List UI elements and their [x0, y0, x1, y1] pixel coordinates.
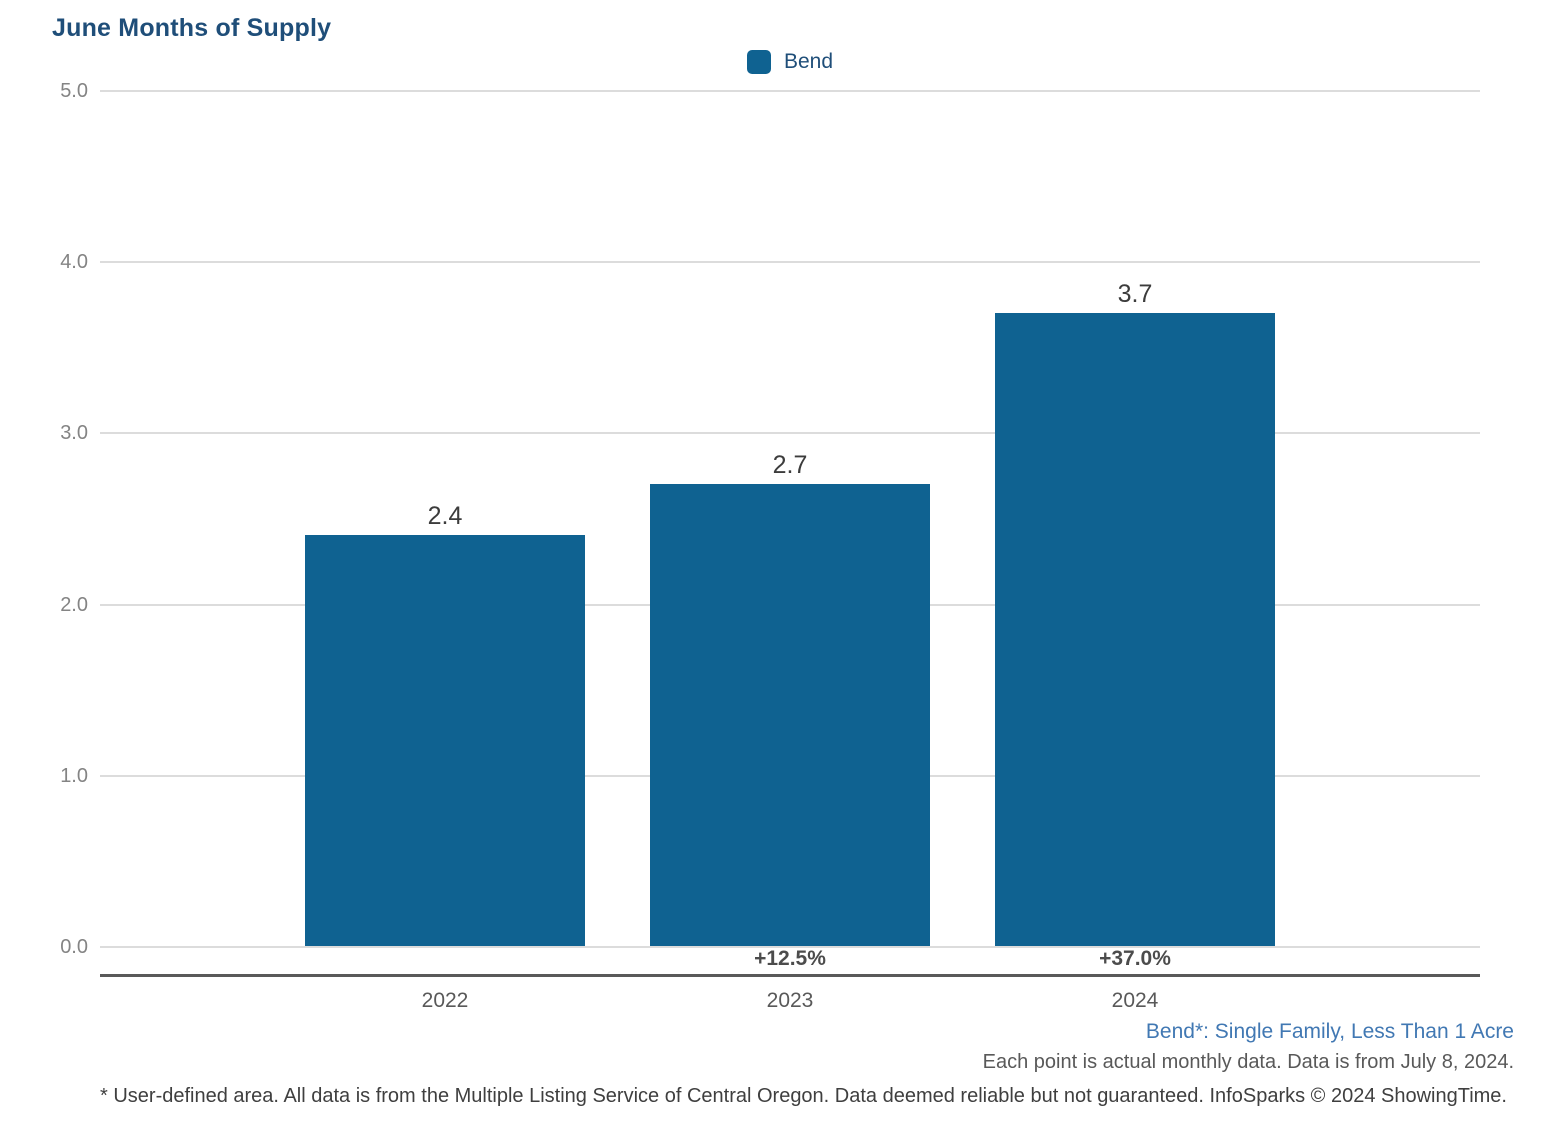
- x-axis-tick-label: 2024: [1111, 989, 1159, 1012]
- gridline: 4.0: [60, 251, 1480, 273]
- chart-title: June Months of Supply: [52, 14, 332, 42]
- x-axis-tick-label: 2022: [421, 989, 469, 1012]
- bar-2024[interactable]: 3.7: [995, 280, 1275, 946]
- y-axis-tick-label: 4.0: [60, 250, 88, 273]
- bar-2023[interactable]: 2.7: [650, 451, 930, 946]
- bar-value-label: 3.7: [1117, 279, 1153, 308]
- x-axis-tick-label: 2023: [766, 989, 814, 1012]
- footnote-data-source: Each point is actual monthly data. Data …: [982, 1051, 1514, 1073]
- pct-change-label: +12.5%: [754, 947, 826, 970]
- y-axis-tick-label: 0.0: [60, 935, 88, 958]
- footnote-series-definition: Bend*: Single Family, Less Than 1 Acre: [1145, 1020, 1514, 1043]
- legend-swatch-icon[interactable]: [746, 50, 771, 74]
- y-axis-tick-label: 3.0: [60, 422, 88, 445]
- gridline: 0.0: [60, 936, 1480, 958]
- bar-value-label: 2.7: [772, 450, 808, 479]
- legend-label[interactable]: Bend: [783, 50, 834, 73]
- pct-change-label: +37.0%: [1099, 947, 1171, 970]
- gridline: 5.0: [60, 80, 1480, 102]
- y-axis-tick-label: 1.0: [60, 764, 88, 787]
- plot-area: 5.0 4.0 3.0 2.0 1.0 0.0 2.4 2.7 3.7: [60, 80, 1480, 958]
- footnote-disclaimer: * User-defined area. All data is from th…: [100, 1085, 1507, 1107]
- legend: Bend: [100, 50, 1480, 74]
- y-axis-tick-label: 2.0: [60, 593, 88, 616]
- bar-value-label: 2.4: [427, 502, 463, 531]
- bar-2022[interactable]: 2.4: [305, 502, 585, 946]
- gridline: 3.0: [60, 422, 1480, 444]
- x-axis-line: [100, 974, 1480, 977]
- y-axis-tick-label: 5.0: [60, 79, 88, 102]
